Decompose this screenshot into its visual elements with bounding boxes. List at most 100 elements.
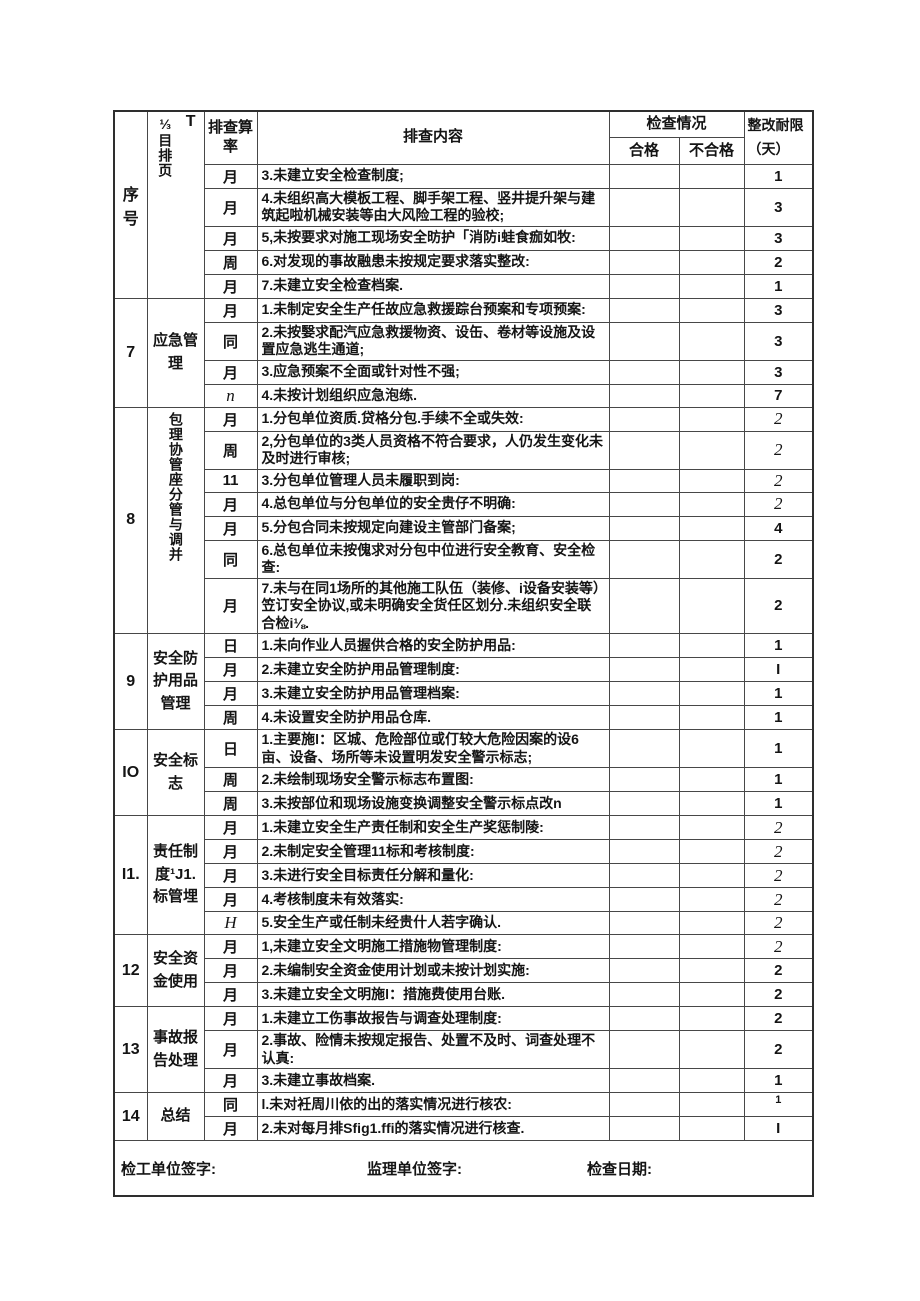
deadline-cell: 2 — [743, 958, 814, 984]
frequency-cell: 月 — [203, 515, 258, 541]
frequency-cell: 月 — [203, 887, 258, 913]
fail-cell — [678, 539, 745, 579]
category-cell: 包理协管座分管与调并 — [146, 406, 205, 635]
deadline-cell: 1 — [743, 273, 814, 299]
col-deadline-header: 整改耐限（天） — [743, 110, 814, 165]
deadline-cell: 7 — [743, 383, 814, 408]
frequency-cell: 周 — [203, 705, 258, 731]
content-cell: 4.未按计划组织应急泡练. — [256, 383, 610, 408]
frequency-cell: 月 — [203, 406, 258, 432]
pass-cell — [608, 815, 680, 841]
col-pass-header: 合格 — [608, 137, 680, 165]
content-cell: 6.总包单位未按傀求对分包中位进行安全教育、安全检查: — [256, 539, 610, 579]
fail-cell — [678, 491, 745, 517]
fail-cell — [678, 1116, 745, 1142]
pass-cell — [608, 1068, 680, 1094]
fail-cell — [678, 705, 745, 731]
deadline-cell: 1 — [743, 1068, 814, 1094]
deadline-cell: 4 — [743, 515, 814, 541]
frequency-cell: 月 — [203, 273, 258, 299]
content-cell: 4.未设置安全防护用品仓库. — [256, 705, 610, 731]
content-cell: 1.未制定安全生产任故应急救援踪台预案和专项预案: — [256, 297, 610, 323]
signature-row: 检工单位签字: 监理单位签字: 检查日期: — [113, 1140, 814, 1197]
table-row: 月 3.未建立安全文明施l：措施费使用台账. 2 — [114, 982, 814, 1008]
deadline-cell: 1 — [743, 681, 814, 707]
frequency-cell: 月 — [203, 681, 258, 707]
serial-cell: I1. — [113, 815, 148, 936]
content-cell: 3.应急预案不全面或针对性不强; — [256, 359, 610, 385]
pass-cell — [608, 187, 680, 227]
deadline-cell: I — [743, 1116, 814, 1142]
pass-cell — [608, 705, 680, 731]
pass-cell — [608, 321, 680, 361]
table-row: IO 安全标志日 1.主要施l：区城、危险部位或仃较大危险因案的设6亩、设备、场所等… — [113, 729, 814, 817]
deadline-cell: 1 — [743, 633, 814, 659]
table-row: 月 7.未建立安全检查档案. 1 — [114, 273, 814, 299]
category-vertical-text: 包理协管座分管与调并 — [167, 411, 184, 562]
pass-cell — [608, 633, 680, 659]
table-row: 月 3.未建立安全检查制度; 1 — [114, 163, 814, 189]
content-cell: 3.未按部位和现场设施变换调整安全警示标点改n — [256, 791, 610, 817]
fail-cell — [678, 225, 745, 251]
serial-cell: IO — [113, 729, 148, 817]
pass-cell — [608, 767, 680, 793]
fail-cell — [678, 515, 745, 541]
frequency-cell: 日 — [203, 633, 258, 659]
frequency-cell: 月 — [203, 815, 258, 841]
pass-cell — [608, 934, 680, 960]
fail-cell — [678, 1006, 745, 1032]
fail-cell — [678, 729, 745, 769]
fail-cell — [678, 273, 745, 299]
fail-cell — [678, 657, 745, 683]
pass-cell — [608, 539, 680, 579]
frequency-cell: 周 — [203, 791, 258, 817]
table-row: 周 2,分包单位的3类人员资格不符合要求，人仍发生变化未及时进行审核; 2 — [114, 430, 814, 470]
signature-cell: 检工单位签字: 监理单位签字: 检查日期: — [113, 1140, 814, 1197]
fail-cell — [678, 249, 745, 275]
pass-cell — [608, 681, 680, 707]
content-cell: 2,分包单位的3类人员资格不符合要求，人仍发生变化未及时进行审核; — [256, 430, 610, 470]
content-cell: 7.未与在同1场所的其他施工队伍（装修、i设备安装等）笠订安全协议,或未明确安全… — [256, 577, 610, 635]
fail-cell — [678, 911, 745, 936]
content-cell: 5.安全生产或任制未经贵什人若字确认. — [256, 911, 610, 936]
content-cell: 1.未建立工伤事故报告与调查处理制度: — [256, 1006, 610, 1032]
content-cell: 5,未按要求对施工现场安全昉护「消防i蛙食痂如牧: — [256, 225, 610, 251]
deadline-cell: 1 — [743, 791, 814, 817]
inspection-table: 序号 T ⅓目排页 排查算率 排查内容 检查情况 整改耐限（天） 合格 不合格 … — [113, 110, 815, 1198]
frequency-cell: n — [203, 383, 258, 408]
table-row: H 5.安全生产或任制未经贵什人若字确认. 2 — [114, 911, 814, 936]
deadline-cell: 3 — [743, 225, 814, 251]
table-row: 月 5,未按要求对施工现场安全昉护「消防i蛙食痂如牧: 3 — [114, 225, 814, 251]
content-cell: 2.未对每月排Sfig1.ffi的落实情况进行核查. — [256, 1116, 610, 1142]
pass-cell — [608, 577, 680, 635]
frequency-cell: 月 — [203, 359, 258, 385]
frequency-cell: 11 — [203, 468, 258, 493]
table-row: 月 4.考核制度未有效落实: 2 — [114, 887, 814, 913]
table-row: 9 安全防护用品管理日 1.未向作业人员握供合格的安全防护用品: 1 — [113, 633, 814, 731]
frequency-cell: 月 — [203, 1030, 258, 1070]
frequency-cell: 月 — [203, 297, 258, 323]
frequency-cell: 同 — [203, 321, 258, 361]
frequency-cell: 月 — [203, 1068, 258, 1094]
deadline-cell: 2 — [743, 577, 814, 635]
content-cell: 3.分包单位管理人员未履职到岗: — [256, 468, 610, 493]
content-cell: 2.未建立安全防护用品管理制度: — [256, 657, 610, 683]
fail-cell — [678, 430, 745, 470]
table-row: 月 3.应急预案不全面或针对性不强; 3 — [114, 359, 814, 385]
frequency-cell: 周 — [203, 249, 258, 275]
table-row: I1. 责任制度¹J1.标管埋月 1.未建立安全生产责任制和安全生产奖惩制陵: 2 — [113, 815, 814, 936]
serial-cell: 9 — [113, 633, 148, 731]
pass-cell — [608, 791, 680, 817]
content-cell: 3.未建立安全防护用品管理档案: — [256, 681, 610, 707]
pass-cell — [608, 863, 680, 889]
pass-cell — [608, 383, 680, 408]
content-cell: 3.未建立事故档案. — [256, 1068, 610, 1094]
pass-cell — [608, 468, 680, 493]
deadline-cell: 1 — [743, 1092, 814, 1118]
deadline-cell: 2 — [743, 468, 814, 493]
col-frequency-header: 排查算率 — [203, 110, 258, 165]
fail-cell — [678, 815, 745, 841]
pass-cell — [608, 911, 680, 936]
table-body: 序号 T ⅓目排页 排查算率 排查内容 检查情况 整改耐限（天） 合格 不合格 … — [113, 110, 814, 1197]
table-row: 月 2.未编制安全资金使用计划或未按计划实施: 2 — [114, 958, 814, 984]
